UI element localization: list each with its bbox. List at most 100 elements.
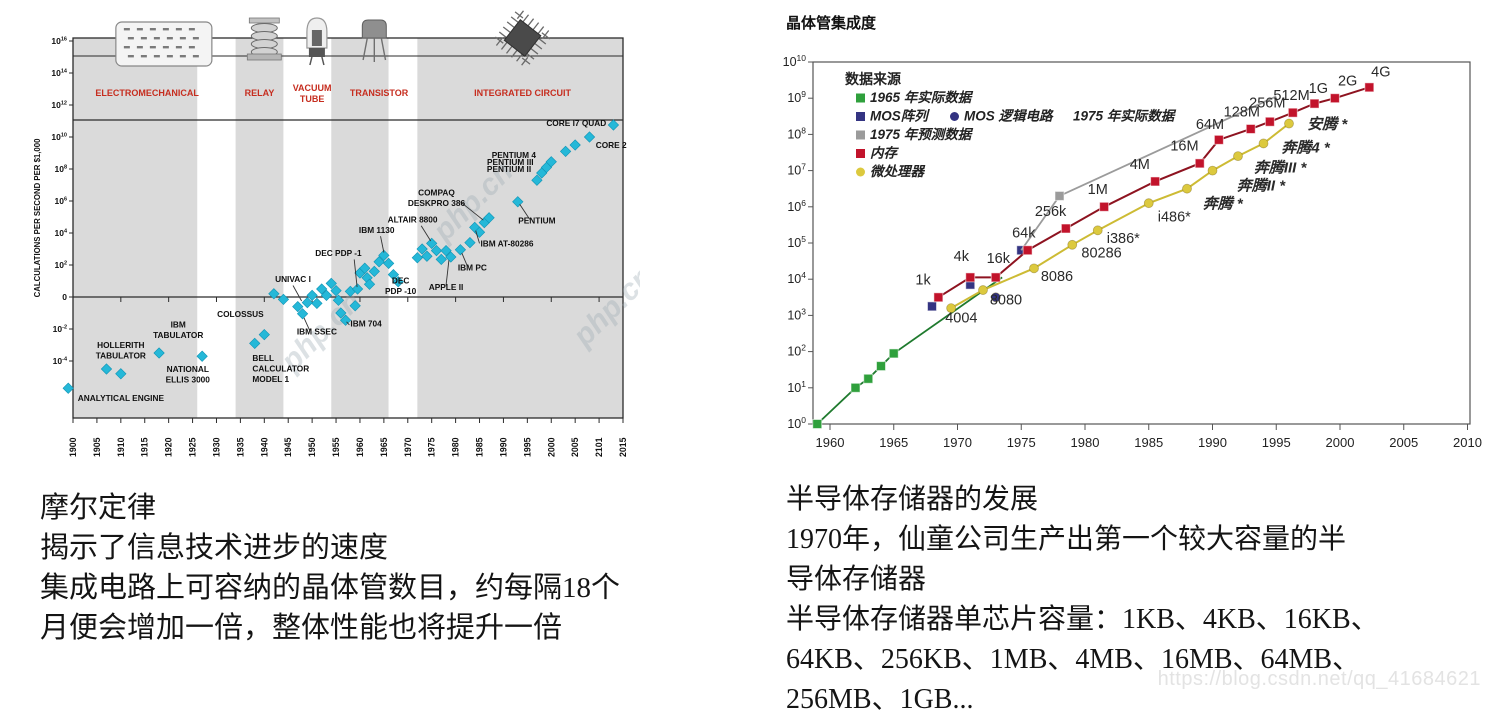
series-marker: [850, 382, 861, 393]
legend-swatch: [856, 149, 865, 158]
y-tick-label: 105: [787, 234, 806, 250]
legend-label: MOS 逻辑电路: [964, 109, 1054, 124]
y-tick-label: 106: [54, 196, 67, 206]
x-tick-label: 2005: [1389, 435, 1418, 450]
point-label: ELLIS 3000: [166, 375, 211, 385]
y-tick-label: 104: [787, 270, 806, 286]
point-label: APPLE II: [429, 282, 464, 292]
y-tick-label: 101: [787, 379, 806, 395]
series-marker: [933, 292, 944, 303]
series-marker: [1194, 158, 1205, 169]
x-tick-label: 1960: [355, 437, 365, 457]
point-label: 128M: [1224, 104, 1260, 120]
era-band: [197, 38, 236, 418]
point-label: COMPAQ: [418, 187, 455, 197]
legend-label: 1965 年实际数据: [870, 90, 974, 105]
x-tick-label: 1985: [475, 437, 485, 457]
caption-line: 导体存储器: [786, 564, 927, 595]
legend-swatch: [856, 93, 865, 103]
era-label: TUBE: [300, 94, 325, 104]
y-tick-label: 100: [787, 415, 806, 431]
era-label: VACUUM: [293, 83, 332, 93]
memory-density-chart: 1010 109 108 107 106 105 104 103 102 101 100 1960 19…: [783, 53, 1482, 450]
x-tick-label: 1930: [211, 437, 221, 457]
series-marker: [1233, 151, 1243, 162]
y-tick-label: 1012: [51, 100, 67, 110]
era-band: [283, 38, 332, 418]
point-label: 4k: [954, 249, 970, 265]
x-tick-label: 2005: [570, 437, 580, 457]
era-label: RELAY: [245, 88, 275, 98]
point-label: HOLLERITH: [97, 340, 144, 350]
point-label: 奔腾 *: [1203, 196, 1244, 213]
legend-label: 1975 年实际数据: [1073, 109, 1177, 124]
series-marker: [1207, 165, 1218, 176]
series-marker: [1022, 245, 1033, 256]
legend-label: MOS阵列: [870, 109, 930, 124]
y-tick-label: 0: [62, 292, 67, 302]
point-label: i386*: [1107, 231, 1140, 247]
series-marker: [965, 272, 976, 283]
era-label: ELECTROMECHANICAL: [95, 88, 199, 98]
point-label: 16M: [1170, 139, 1198, 155]
series-marker: [1143, 198, 1154, 209]
data-points: [62, 119, 620, 394]
x-tick-label: 1975: [1007, 435, 1036, 450]
point-label: ANALYTICAL ENGINE: [78, 393, 165, 403]
x-tick-label: 1980: [1071, 435, 1100, 450]
point-label: DEC PDP -1: [315, 248, 362, 258]
x-tick-label: 1980: [451, 437, 461, 457]
point-label: 256k: [1035, 204, 1067, 220]
point-label: 8080: [990, 293, 1022, 309]
y-tick-label: 102: [787, 343, 806, 359]
series-line: [816, 276, 1003, 425]
x-tick-label: 1975: [427, 437, 437, 457]
series-marker: [1054, 190, 1065, 201]
series-marker: [1264, 116, 1275, 127]
y-tick-label: 109: [787, 89, 806, 105]
y-tick-label: 106: [787, 198, 806, 214]
point-label: 4G: [1371, 64, 1390, 80]
x-tick-label: 2015: [618, 437, 628, 457]
era-band: [388, 38, 418, 418]
point-label: 64k: [1012, 226, 1036, 242]
series-marker: [1287, 107, 1298, 118]
point-label: 奔腾III *: [1254, 159, 1308, 176]
point-label: CORE 2: [596, 140, 627, 150]
legend-title: 数据来源: [845, 71, 901, 87]
caption-line: 半导体存储器的发展: [786, 484, 1039, 515]
x-tick-label: 2101: [594, 437, 604, 457]
punched-card-icon: [115, 21, 213, 67]
series-marker: [1258, 138, 1269, 149]
legend-label: 1975 年预测数据: [870, 127, 974, 142]
series-marker: [1150, 176, 1161, 187]
x-tick-label: 1935: [235, 437, 245, 457]
point-label: IBM 704: [350, 319, 382, 329]
plot-frame: [72, 37, 624, 419]
x-tick-label: 1995: [522, 437, 532, 457]
era-band: [331, 38, 389, 418]
memory-density-figure: 1010 109 108 107 106 105 104 103 102 101 100 1960 19…: [775, 0, 1491, 470]
caption-line: 月便会增加一倍，整体性能也将提升一倍: [40, 612, 563, 644]
x-tick-label: 1990: [1198, 435, 1227, 450]
y-tick-label: 108: [54, 164, 67, 174]
series-marker: [1067, 239, 1078, 250]
vacuum-tube-icon: [306, 17, 328, 66]
caption-line: 摩尔定律: [40, 492, 157, 524]
y-tick-label: 1010: [783, 53, 807, 69]
x-tick-label: 1905: [92, 437, 102, 457]
x-tick-label: 1950: [307, 437, 317, 457]
era-label: TRANSISTOR: [350, 88, 409, 98]
caption-line: 1970年，仙童公司生产出第一个较大容量的半: [786, 524, 1347, 555]
series-marker: [812, 419, 823, 429]
legend-swatch: [950, 112, 959, 121]
point-label: 512M: [1273, 88, 1309, 104]
plot-frame: [812, 61, 1471, 425]
point-label: IBM PC: [458, 263, 487, 273]
series-marker: [876, 361, 886, 372]
x-tick-label: 1945: [283, 437, 293, 457]
x-tick-label: 1960: [816, 435, 845, 450]
legend-label: 内存: [870, 146, 900, 161]
point-label: PENTIUM III: [487, 157, 534, 167]
series-marker: [1092, 225, 1103, 236]
